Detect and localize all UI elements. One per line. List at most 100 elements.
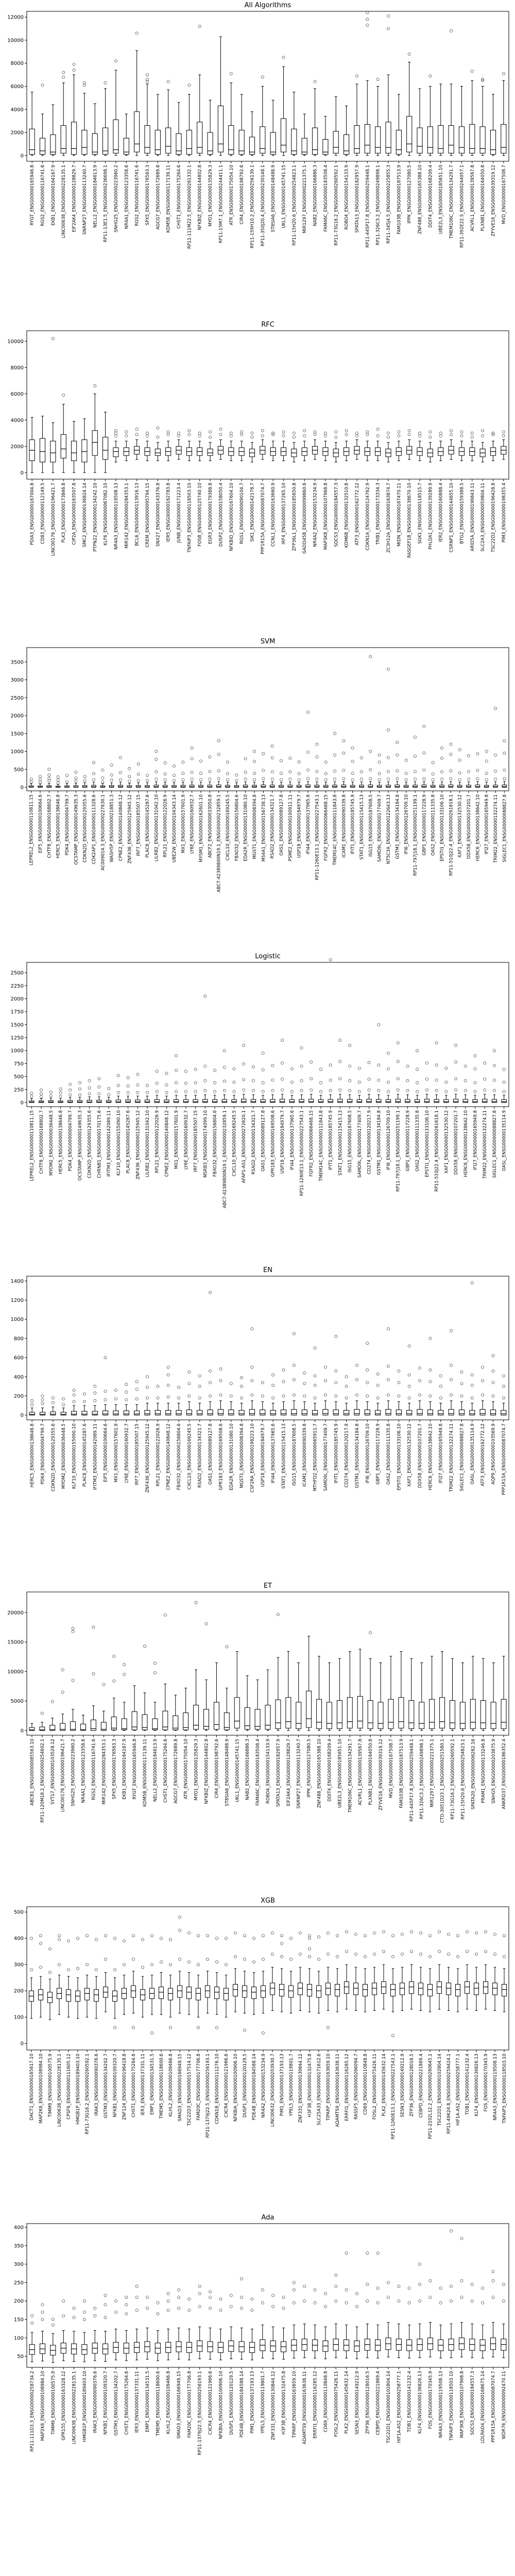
outlier-point [250, 1379, 254, 1382]
outlier-point [198, 1396, 201, 1400]
x-tick-label: RP11-1260E13.1_ENSG00000227543.1 [300, 1110, 305, 1196]
box [87, 1079, 92, 1103]
outlier-point [338, 1060, 342, 1063]
outlier-point [110, 773, 113, 777]
box-iqr [176, 133, 182, 155]
box-iqr [177, 1985, 182, 1998]
x-tick-label: STAT1_ENSG00000115415.13 [282, 1423, 287, 1489]
x-tick-label: TOB1_ENSG00000141232.4 [465, 2054, 470, 2115]
box [238, 2277, 245, 2360]
outlier-point [93, 1384, 97, 1388]
outlier-point [470, 435, 474, 439]
box [92, 103, 98, 156]
x-tick-label: KLHL2_ENSG00000109466.8 [166, 2371, 171, 2434]
outlier-point [397, 2284, 401, 2288]
x-tick-label: PLK2_ENSG00000145632.14 [345, 2371, 350, 2434]
box [159, 1937, 164, 2015]
panel-1: RFC0200040006000800010000PDIA3_ENSG00000… [7, 321, 509, 558]
box [386, 667, 391, 788]
box-iqr [92, 430, 98, 456]
box [490, 1662, 496, 1731]
y-tick-label: 1200 [11, 1298, 24, 1303]
x-tick-label: HERC5_ENSG00000138646.8 [56, 794, 61, 858]
box [308, 1060, 314, 1103]
x-tick-label: TNFAIP3_ENSG00000118503.10 [449, 2371, 454, 2441]
box [217, 2297, 224, 2361]
x-tick-label: IFI27_ENSG00000165949.8 [439, 1423, 444, 1483]
box-iqr [250, 1099, 256, 1103]
box-iqr [414, 1099, 420, 1103]
box-iqr [58, 1100, 63, 1103]
outlier-point [76, 1937, 79, 1940]
outlier-point [41, 1398, 44, 1401]
outlier-point [456, 1934, 460, 1938]
x-tick-label: IRAK3_ENSG00000090376.6 [93, 2371, 98, 2433]
outlier-point [114, 431, 117, 435]
box [439, 1651, 445, 1731]
outlier-point [297, 760, 301, 764]
outlier-point [387, 756, 390, 759]
outlier-point [491, 431, 495, 435]
outlier-point [122, 1963, 126, 1967]
box [479, 429, 486, 463]
x-tick-label: HERC5_ENSG00000138646.8 [30, 1423, 35, 1487]
outlier-point [104, 1958, 107, 1961]
y-tick-label: 400 [14, 1936, 24, 1942]
outlier-point [136, 773, 140, 776]
x-tick-label: MGST1_ENSG00000008394.8 [252, 794, 258, 859]
x-tick-label: SIK1_ENSG00000142178.7 [250, 483, 255, 541]
outlier-point [156, 2301, 160, 2304]
x-tick-label: IFI6_ENSG00000126709.10 [365, 1423, 370, 1483]
box [183, 1070, 189, 1103]
x-tick-label: LEPREL2_ENSG00000110811.15 [29, 794, 35, 866]
outlier-point [376, 434, 380, 437]
box-iqr [354, 125, 360, 154]
outlier-point [82, 83, 86, 87]
outlier-point [281, 1039, 284, 1042]
x-tick-label: IFITM3_ENSG00000142089.11 [107, 1110, 112, 1177]
outlier-point [175, 1069, 178, 1072]
outlier-point [494, 769, 497, 773]
x-tick-label: NELL2_ENSG00000184613.9 [93, 165, 98, 228]
outlier-point [59, 1091, 62, 1094]
x-tick-label: DDIT4_ENSG00000168209.4 [327, 1739, 332, 1802]
box [205, 1934, 210, 2014]
outlier-point [282, 2307, 285, 2310]
outlier-point [396, 769, 399, 773]
box-iqr [90, 1719, 96, 1731]
outlier-point [261, 2301, 264, 2304]
x-tick-label: MIR142_ENSG00000284353.1 [101, 1739, 107, 1805]
outlier-point [30, 1937, 33, 1940]
outlier-point [450, 429, 453, 432]
outlier-point [251, 1079, 255, 1082]
x-tick-label: HIF1A-AS2_ENSG00000258777.1 [397, 2371, 402, 2443]
outlier-point [289, 1958, 293, 1961]
panel-6: XGB0100200300400500DACT1_ENSG00000165617… [14, 1897, 509, 2139]
box-iqr [462, 1099, 468, 1103]
outlier-point [271, 1089, 274, 1092]
outlier-point [166, 433, 170, 436]
outlier-point [418, 1366, 422, 1370]
outlier-point [280, 1955, 284, 1958]
x-tick-label: NELL2_ENSG00000184613.9 [153, 1739, 158, 1802]
outlier-point [114, 2310, 117, 2314]
outlier-point [425, 1061, 428, 1065]
box [112, 1937, 117, 2029]
outlier-point [387, 1080, 390, 1084]
outlier-point [492, 1089, 496, 1092]
box [203, 1622, 209, 1731]
x-tick-label: RSAD2_ENSG00000134321.7 [251, 1110, 256, 1175]
x-tick-label: MYO1_ENSG00000135829.3 [208, 165, 213, 227]
x-tick-label: RP11-445P17.8_ENSG00000259448.1 [409, 1739, 415, 1822]
box [176, 431, 182, 460]
outlier-point [329, 1078, 332, 1082]
outlier-point [303, 429, 306, 432]
x-tick-label: SIGLEC1_ENSG00000088827.8 [459, 1423, 465, 1492]
panel-0: All Algorithms02000400060008000100001200… [7, 2, 509, 249]
outlier-point [240, 1376, 244, 1380]
outlier-point [315, 777, 319, 781]
y-tick-label: 400 [14, 1375, 24, 1380]
x-tick-label: RGS1_ENSG00000090104.7 [239, 483, 245, 544]
panel-title: Ada [262, 2214, 274, 2222]
box-iqr [484, 785, 489, 788]
